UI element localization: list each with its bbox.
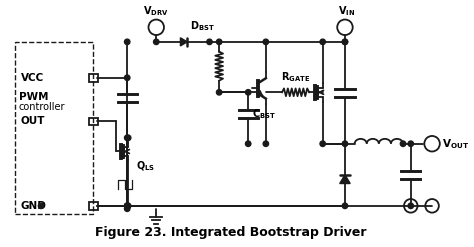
Text: $\mathbf{V_{DRV}}$: $\mathbf{V_{DRV}}$ (143, 4, 169, 18)
Circle shape (342, 203, 347, 208)
Circle shape (342, 141, 347, 146)
Text: PWM: PWM (19, 92, 48, 102)
Bar (89, 74, 98, 82)
Text: Figure 23. Integrated Bootstrap Driver: Figure 23. Integrated Bootstrap Driver (95, 226, 366, 239)
Circle shape (125, 75, 130, 81)
Circle shape (125, 203, 130, 208)
Circle shape (320, 141, 326, 146)
Circle shape (342, 39, 347, 44)
Text: $\mathbf{V_{OUT}}$: $\mathbf{V_{OUT}}$ (442, 137, 469, 151)
Text: $\mathbf{C_{BST}}$: $\mathbf{C_{BST}}$ (252, 107, 276, 121)
Circle shape (125, 135, 130, 141)
Text: controller: controller (19, 102, 65, 112)
Text: $\mathbf{R_{GATE}}$: $\mathbf{R_{GATE}}$ (281, 70, 310, 83)
Circle shape (246, 90, 251, 95)
Polygon shape (181, 38, 187, 46)
Circle shape (125, 203, 130, 208)
Text: OUT: OUT (21, 116, 45, 126)
Text: VCC: VCC (21, 73, 44, 83)
Circle shape (126, 135, 131, 141)
Circle shape (246, 141, 251, 146)
Circle shape (263, 39, 269, 44)
Circle shape (125, 203, 130, 208)
Circle shape (263, 141, 269, 146)
Bar (89, 202, 98, 210)
Text: GND: GND (21, 201, 46, 211)
Circle shape (217, 90, 222, 95)
Text: $\mathbf{Q_{LS}}$: $\mathbf{Q_{LS}}$ (136, 159, 155, 173)
Circle shape (320, 39, 326, 44)
Polygon shape (340, 175, 350, 184)
Circle shape (401, 141, 406, 146)
Circle shape (126, 203, 131, 208)
Circle shape (207, 39, 212, 44)
Circle shape (125, 206, 130, 211)
Circle shape (38, 203, 44, 208)
Circle shape (154, 39, 159, 44)
Text: $\mathbf{D_{BST}}$: $\mathbf{D_{BST}}$ (190, 19, 215, 33)
Bar (89, 118, 98, 125)
Circle shape (342, 39, 347, 44)
Circle shape (408, 141, 413, 146)
Circle shape (408, 203, 413, 208)
Text: $\mathbf{V_{IN}}$: $\mathbf{V_{IN}}$ (338, 4, 356, 18)
Circle shape (217, 39, 222, 44)
Circle shape (125, 39, 130, 44)
